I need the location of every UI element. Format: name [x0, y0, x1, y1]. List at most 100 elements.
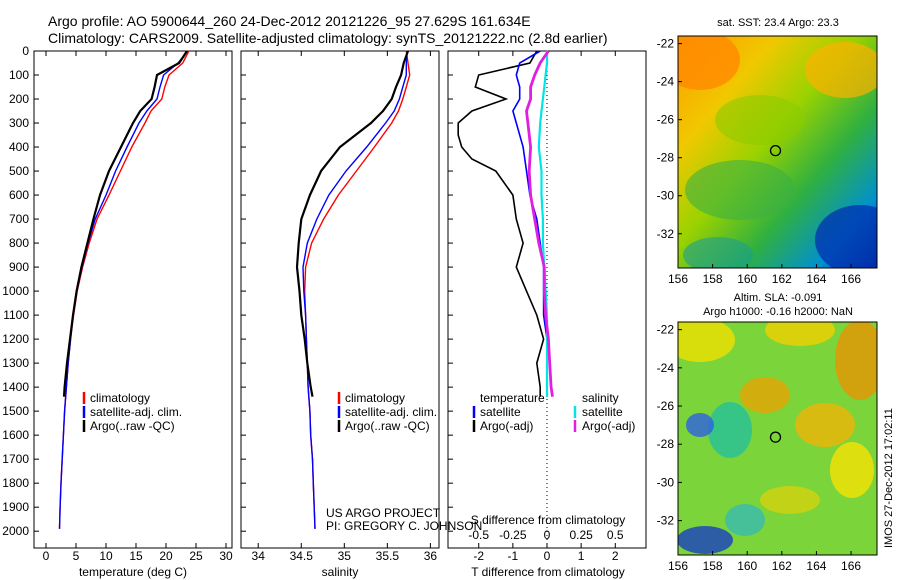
- temperature-chart: 0100200300400500600700800900100011001200…: [2, 44, 233, 563]
- t-argo-difference-line: [457, 50, 545, 397]
- sla-high-patch: [795, 403, 855, 447]
- temperature-tick-label: 15: [129, 549, 143, 563]
- legend-label-t-satellite: satellite: [480, 405, 521, 419]
- map-lon-tick-label: 166: [841, 559, 861, 573]
- depth-tick-label: 1100: [3, 308, 29, 322]
- header-line-1: Argo profile: AO 5900644_260 24-Dec-2012…: [48, 13, 531, 29]
- sst-warm-patch: [678, 36, 740, 90]
- s-satellite-difference-line: [537, 51, 549, 397]
- legend-label-argo: Argo(..raw -QC): [90, 419, 175, 433]
- t-difference-tick-label: 0: [544, 549, 551, 563]
- t-difference-tick-label: -1: [508, 549, 519, 563]
- depth-tick-label: 900: [9, 260, 29, 274]
- s-difference-tick-label: -0.25: [499, 528, 527, 542]
- map-lat-tick-label: -26: [657, 113, 675, 127]
- map-lon-tick-label: 156: [668, 559, 688, 573]
- sla-map-axes: 156 158 160 162 164 166 -22 -24 -26 -28 -30 -32: [657, 323, 862, 573]
- map-lat-tick-label: -28: [657, 151, 675, 165]
- sla-map-title: Altim. SLA: -0.091: [734, 292, 823, 304]
- s-difference-tick-label: 0.25: [569, 528, 593, 542]
- depth-tick-label: 1600: [2, 428, 29, 442]
- map-lat-tick-label: -32: [657, 514, 675, 528]
- depth-tick-label: 1300: [2, 356, 29, 370]
- sst-cold-patch: [683, 237, 753, 268]
- legend-title-temperature: temperature: [480, 391, 545, 405]
- map-lon-tick-label: 158: [703, 559, 723, 573]
- sst-warm-patch: [805, 42, 877, 98]
- depth-tick-label: 1500: [2, 404, 29, 418]
- temperature-series-line: [58, 50, 189, 529]
- sla-high-patch: [765, 322, 835, 346]
- sst-cold-patch: [815, 205, 877, 268]
- map-lon-tick-label: 164: [806, 559, 826, 573]
- map-lon-tick-label: 162: [772, 559, 792, 573]
- salinity-xlabel: salinity: [322, 565, 359, 579]
- salinity-legend: climatology satellite-adj. clim. Argo(..…: [337, 391, 437, 433]
- depth-tick-label: 1700: [2, 452, 29, 466]
- salinity-tick-label: 34.5: [290, 549, 314, 563]
- s-difference-xlabel: S difference from climatology: [471, 513, 626, 527]
- map-lon-tick-label: 164: [806, 272, 826, 286]
- map-lon-tick-label: 162: [772, 272, 792, 286]
- legend-label-satellite: satellite-adj. clim.: [90, 405, 182, 419]
- depth-tick-label: 1000: [2, 284, 29, 298]
- sla-low-patch: [686, 413, 714, 437]
- salinity-tick-label: 34: [252, 549, 266, 563]
- map-lon-tick-label: 156: [668, 272, 688, 286]
- depth-tick-label: 1200: [2, 332, 29, 346]
- sst-mid-patch: [715, 95, 805, 145]
- depth-tick-label: 400: [9, 140, 29, 154]
- argo-location-marker: [769, 431, 782, 443]
- map-lon-tick-label: 160: [737, 559, 757, 573]
- t-difference-tick-label: 2: [612, 549, 619, 563]
- map-lat-tick-label: -26: [657, 399, 675, 413]
- salinity-series-line: [295, 50, 410, 397]
- legend-label-satellite: satellite-adj. clim.: [345, 405, 437, 419]
- temperature-panel-frame: [33, 50, 233, 549]
- sla-high-patch: [835, 322, 877, 400]
- depth-tick-label: 2000: [2, 524, 29, 538]
- depth-tick-label: 700: [9, 212, 29, 226]
- t-difference-xlabel: T difference from climatology: [471, 565, 625, 579]
- map-lat-tick-label: -22: [657, 37, 675, 51]
- temperature-tick-label: 25: [189, 549, 203, 563]
- map-lat-tick-label: -24: [657, 75, 675, 89]
- map-lon-tick-label: 158: [703, 272, 723, 286]
- t-difference-tick-label: 1: [578, 549, 585, 563]
- map-lat-tick-label: -24: [657, 361, 675, 375]
- sst-map-frame: [677, 35, 878, 269]
- sst-cool-patch: [685, 160, 795, 220]
- map-lat-tick-label: -22: [657, 323, 675, 337]
- temperature-tick-label: 0: [43, 549, 50, 563]
- map-lat-tick-label: -28: [657, 437, 675, 451]
- map-lon-tick-label: 166: [841, 272, 861, 286]
- depth-tick-label: 0: [22, 44, 29, 58]
- temperature-tick-label: 5: [73, 549, 80, 563]
- depth-tick-label: 1900: [2, 500, 29, 514]
- depth-tick-label: 300: [9, 116, 29, 130]
- s-difference-tick-label: 0: [544, 528, 551, 542]
- depth-tick-label: 200: [9, 92, 29, 106]
- s-argo-difference-line: [525, 50, 554, 397]
- pi-credit: PI: GREGORY C. JOHNSON: [326, 519, 482, 533]
- salinity-panel-frame: [240, 50, 440, 549]
- sla-high-patch: [678, 322, 735, 362]
- temperature-tick-label: 30: [219, 549, 233, 563]
- header-line-2: Climatology: CARS2009. Satellite-adjuste…: [48, 30, 608, 46]
- sla-high-patch: [830, 442, 874, 498]
- salinity-tick-label: 35: [338, 549, 352, 563]
- salinity-chart: 34 34.5 35 35.5 36: [241, 50, 437, 563]
- imos-stamp: IMOS 27-Dec-2012 17:02:11: [883, 408, 895, 548]
- difference-legend: temperature salinity satellite Argo(-adj…: [472, 391, 635, 433]
- sla-low-patch: [678, 526, 733, 554]
- sla-low-patch: [708, 402, 752, 458]
- sla-map-field: [678, 322, 877, 555]
- depth-tick-label: 1800: [2, 476, 29, 490]
- salinity-tick-label: 35.5: [376, 549, 400, 563]
- temperature-xlabel: temperature (deg C): [79, 565, 187, 579]
- depth-tick-label: 500: [9, 164, 29, 178]
- map-lat-tick-label: -32: [657, 227, 675, 241]
- sla-high-patch: [740, 377, 790, 413]
- depth-tick-label: 100: [9, 68, 29, 82]
